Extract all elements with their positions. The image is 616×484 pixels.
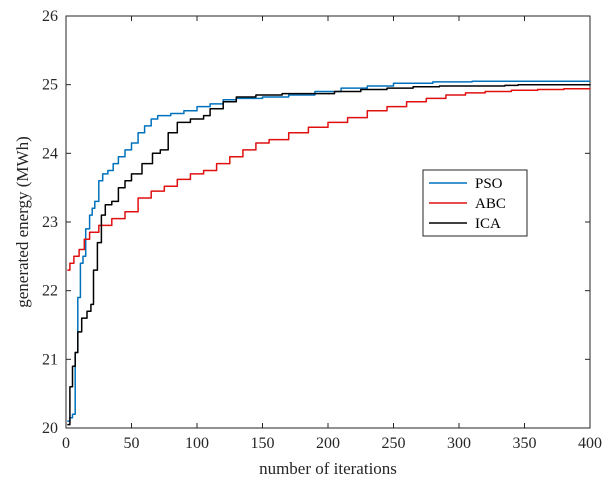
y-tick-label: 24 xyxy=(42,145,58,162)
x-tick-label: 150 xyxy=(251,435,275,452)
legend: PSO ABC ICA xyxy=(422,169,528,237)
x-tick-label: 400 xyxy=(578,435,602,452)
y-axis-label: generated energy (MWh) xyxy=(13,136,32,308)
x-tick-label: 50 xyxy=(124,435,140,452)
legend-label-ica: ICA xyxy=(475,216,501,232)
series-line-pso xyxy=(67,80,590,422)
y-tick-label: 22 xyxy=(42,283,58,300)
legend-label-pso: PSO xyxy=(475,176,503,192)
x-tick-label: 200 xyxy=(316,435,340,452)
x-tick-label: 0 xyxy=(62,435,70,452)
y-tick-label: 21 xyxy=(42,351,58,368)
x-tick-label: 300 xyxy=(447,435,471,452)
series-lines xyxy=(67,80,591,426)
x-tick-label: 250 xyxy=(382,435,406,452)
y-tick-label: 20 xyxy=(42,420,58,437)
x-tick-label: 350 xyxy=(513,435,537,452)
axes: 0 50 100 150 200 250 300 350 400 20 21 22 23 24 25 26 nu… xyxy=(13,8,602,478)
x-axis-label: number of iterations xyxy=(259,459,397,478)
x-tick-label: 100 xyxy=(185,435,209,452)
y-tick-label: 25 xyxy=(42,77,58,94)
legend-label-abc: ABC xyxy=(475,196,506,212)
series-line-ica xyxy=(67,83,591,426)
series-line-abc xyxy=(67,88,591,271)
y-tick-label: 26 xyxy=(42,8,58,25)
y-tick-label: 23 xyxy=(42,214,58,231)
